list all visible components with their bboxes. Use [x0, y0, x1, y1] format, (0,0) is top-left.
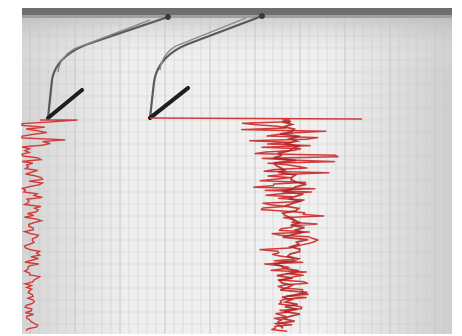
seismic-trace-main — [240, 119, 339, 332]
needle-arm-right — [148, 14, 263, 119]
seismic-trace-left — [20, 119, 78, 332]
seismic-trace-left-line — [20, 119, 78, 332]
needle-arm-left-support — [57, 19, 151, 73]
needle-pivot-right — [259, 13, 265, 19]
seismic-trace-main-core — [272, 121, 309, 330]
needle-pen-left — [46, 88, 84, 120]
recording-needles — [46, 13, 265, 120]
needle-pen-right — [148, 86, 190, 120]
seismic-trace-baseline — [149, 117, 363, 120]
top-rail-edge — [22, 15, 452, 18]
needle-arm-right-support — [159, 17, 247, 71]
needle-pivot-left — [165, 14, 171, 20]
top-rail — [22, 8, 452, 15]
